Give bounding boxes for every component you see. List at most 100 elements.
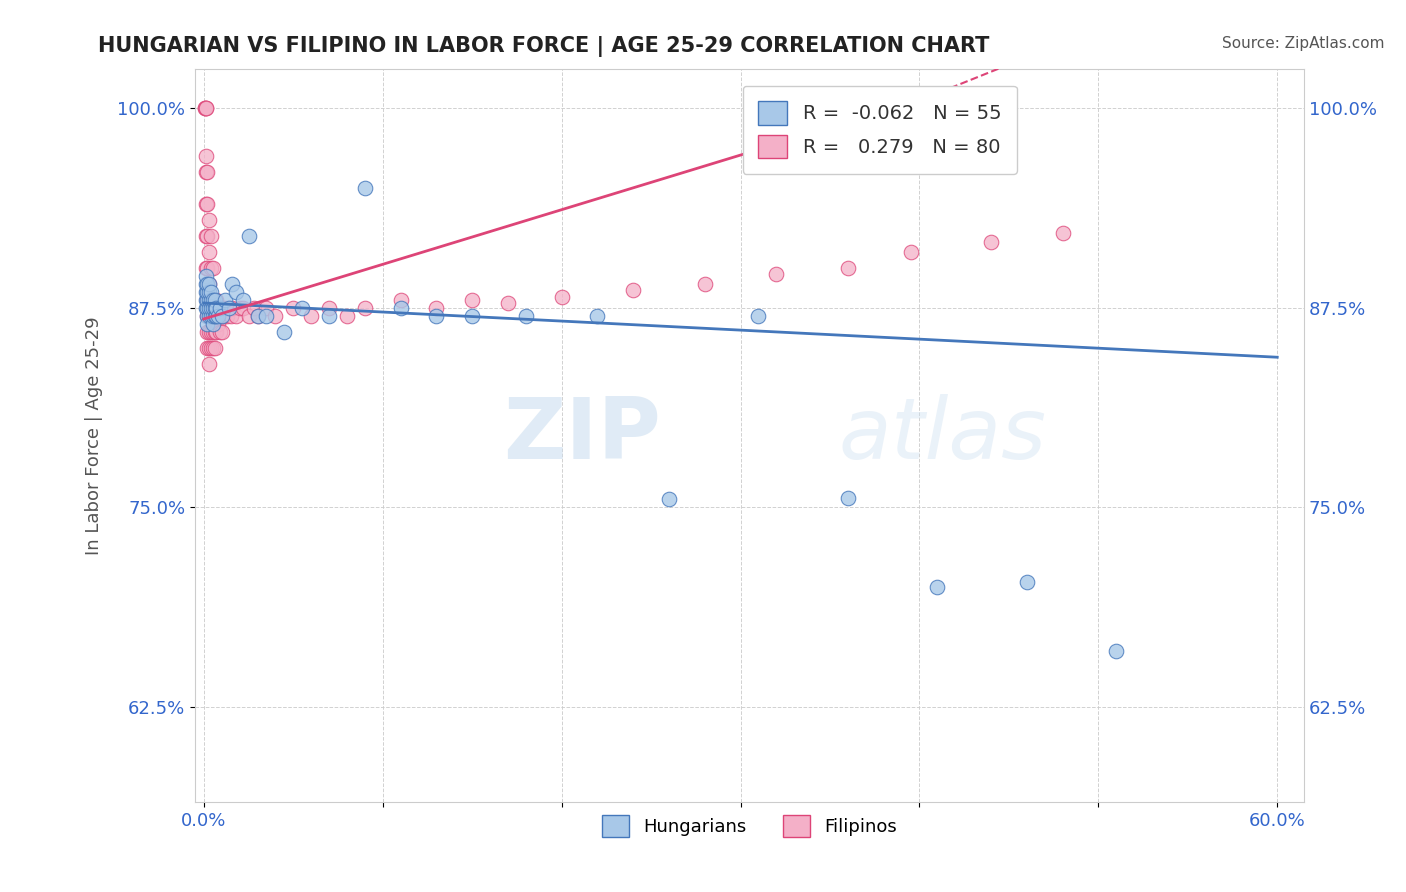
Point — [461, 293, 484, 307]
Point — [197, 165, 219, 179]
Point — [218, 301, 240, 315]
Point — [550, 290, 572, 304]
Point — [201, 325, 224, 339]
Point — [204, 293, 226, 307]
Point — [256, 301, 278, 315]
Point — [201, 309, 224, 323]
Point — [208, 325, 231, 339]
Point — [194, 301, 217, 315]
Point — [198, 301, 221, 315]
Point — [228, 301, 250, 315]
Point — [212, 309, 235, 323]
Point — [194, 268, 217, 283]
Point — [197, 341, 219, 355]
Point — [389, 301, 412, 315]
Point — [200, 301, 222, 315]
Point — [198, 277, 221, 291]
Point — [1015, 575, 1038, 590]
Point — [200, 229, 222, 244]
Point — [318, 309, 340, 323]
Point — [194, 229, 217, 244]
Point — [243, 301, 266, 315]
Point — [198, 341, 221, 355]
Point — [496, 296, 519, 310]
Point — [205, 309, 228, 323]
Point — [425, 309, 447, 323]
Point — [214, 301, 236, 315]
Point — [837, 260, 859, 275]
Point — [204, 325, 226, 339]
Point — [246, 309, 269, 323]
Point — [658, 492, 681, 507]
Point — [198, 309, 221, 323]
Point — [225, 285, 247, 299]
Point — [208, 309, 231, 323]
Point — [197, 197, 219, 211]
Point — [194, 197, 217, 211]
Point — [232, 301, 254, 315]
Point — [219, 309, 242, 323]
Point — [201, 260, 224, 275]
Point — [204, 341, 226, 355]
Point — [194, 285, 217, 299]
Point — [201, 301, 224, 315]
Point — [218, 301, 240, 315]
Point — [201, 293, 224, 307]
Point — [204, 309, 226, 323]
Point — [205, 301, 228, 315]
Point — [197, 325, 219, 339]
Point — [207, 309, 229, 323]
Point — [927, 580, 949, 594]
Point — [214, 293, 236, 307]
Point — [194, 149, 217, 163]
Point — [256, 309, 278, 323]
Point — [211, 301, 233, 315]
Point — [515, 309, 537, 323]
Point — [211, 309, 233, 323]
Point — [318, 301, 340, 315]
Point — [197, 301, 219, 315]
Point — [194, 277, 217, 291]
Point — [264, 309, 287, 323]
Point — [204, 301, 226, 315]
Point — [291, 301, 314, 315]
Point — [221, 277, 243, 291]
Point — [205, 325, 228, 339]
Point — [837, 491, 859, 505]
Y-axis label: In Labor Force | Age 25-29: In Labor Force | Age 25-29 — [86, 316, 103, 555]
Point — [194, 102, 217, 116]
Legend: Hungarians, Filipinos: Hungarians, Filipinos — [595, 808, 904, 845]
Point — [198, 213, 221, 227]
Point — [194, 260, 217, 275]
Point — [197, 317, 219, 331]
Point — [194, 165, 217, 179]
Point — [197, 277, 219, 291]
Point — [980, 235, 1002, 250]
Point — [200, 260, 222, 275]
Point — [194, 102, 217, 116]
Point — [354, 301, 377, 315]
Point — [205, 309, 228, 323]
Point — [747, 309, 769, 323]
Point — [197, 293, 219, 307]
Point — [273, 325, 295, 339]
Point — [425, 301, 447, 315]
Point — [765, 267, 787, 281]
Point — [197, 285, 219, 299]
Point — [201, 317, 224, 331]
Point — [283, 301, 305, 315]
Point — [211, 325, 233, 339]
Point — [198, 357, 221, 371]
Point — [200, 341, 222, 355]
Point — [194, 102, 217, 116]
Text: ZIP: ZIP — [503, 394, 661, 477]
Point — [621, 283, 644, 297]
Point — [200, 309, 222, 323]
Point — [221, 301, 243, 315]
Point — [194, 102, 217, 116]
Point — [217, 309, 239, 323]
Point — [207, 301, 229, 315]
Point — [198, 293, 221, 307]
Point — [197, 309, 219, 323]
Point — [204, 309, 226, 323]
